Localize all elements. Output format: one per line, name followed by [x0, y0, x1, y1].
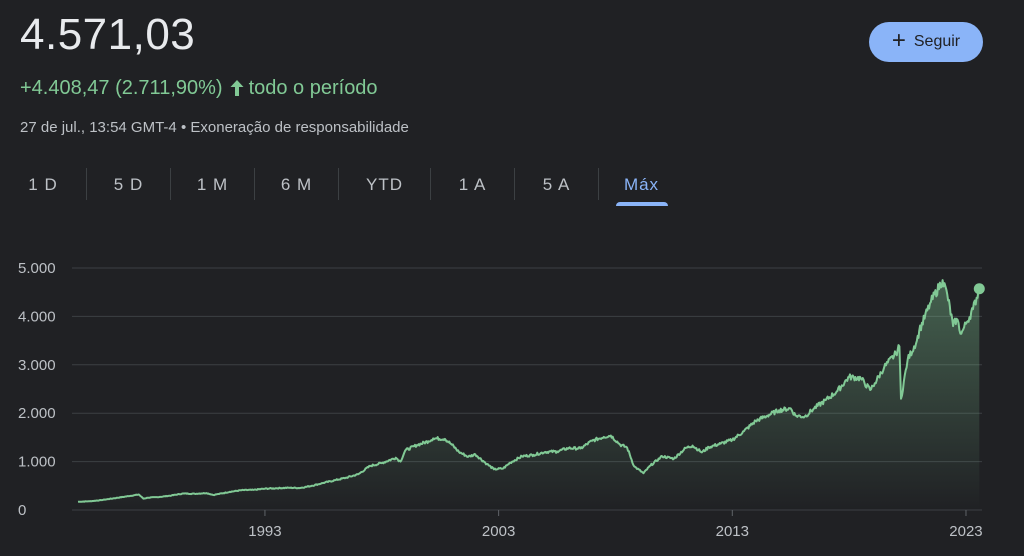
tab-5y[interactable]: 5 A — [515, 166, 598, 206]
tab-divider — [430, 168, 431, 200]
range-tabs: 1 D 5 D 1 M 6 M YTD 1 A 5 A Máx — [0, 166, 684, 206]
price-change: +4.408,47 (2.711,90%) todo o período — [20, 74, 378, 102]
y-tick-label: 5.000 — [18, 260, 56, 277]
tab-divider — [254, 168, 255, 200]
tab-label: 5 A — [542, 175, 571, 194]
tab-max[interactable]: Máx — [599, 166, 684, 206]
price-chart-svg: 0 1.000 2.000 3.000 4.000 5.000 1993 2003 2013 20… — [18, 260, 985, 540]
y-tick-label: 3.000 — [18, 357, 56, 374]
plus-icon: + — [891, 27, 906, 54]
tab-label: 1 M — [196, 175, 229, 194]
tab-6m[interactable]: 6 M — [255, 166, 338, 206]
price-area-fill — [78, 280, 980, 510]
change-period: todo o período — [248, 77, 378, 99]
tab-divider — [86, 168, 87, 200]
quote-timestamp: 27 de jul., 13:54 GMT-4 — [20, 119, 177, 136]
y-tick-label: 0 — [18, 502, 26, 519]
y-tick-label: 4.000 — [18, 308, 56, 325]
tab-ytd[interactable]: YTD — [339, 166, 430, 206]
tab-1y[interactable]: 1 A — [431, 166, 514, 206]
current-price: 4.571,03 — [20, 10, 196, 59]
x-tick-label: 2013 — [716, 523, 749, 540]
active-tab-indicator — [615, 202, 668, 206]
disclaimer-link[interactable]: Exoneração de responsabilidade — [190, 119, 409, 136]
last-price-marker — [973, 283, 985, 295]
tab-1d[interactable]: 1 D — [0, 166, 86, 206]
tab-divider — [514, 168, 515, 200]
tab-divider — [170, 168, 171, 200]
price-chart[interactable]: 0 1.000 2.000 3.000 4.000 5.000 1993 2003 2013 20… — [0, 240, 1024, 556]
change-value: +4.408,47 (2.711,90%) — [20, 77, 223, 99]
x-tick-label: 2003 — [482, 523, 515, 540]
y-tick-label: 2.000 — [18, 405, 56, 422]
tab-label: YTD — [366, 175, 403, 194]
tab-label: 6 M — [280, 175, 313, 194]
tab-label: 1 D — [28, 175, 58, 194]
tab-5d[interactable]: 5 D — [87, 166, 170, 206]
meta-separator: • — [180, 119, 187, 136]
tab-label: Máx — [623, 175, 660, 194]
tab-divider — [598, 168, 599, 200]
tab-divider — [338, 168, 339, 200]
tab-label: 1 A — [458, 175, 487, 194]
arrow-up-icon — [230, 80, 244, 96]
x-tick-label: 2023 — [949, 523, 982, 540]
tab-label: 5 D — [113, 175, 144, 194]
follow-button-label: Seguir — [913, 33, 961, 50]
price-line — [77, 279, 981, 503]
tab-1m[interactable]: 1 M — [171, 166, 254, 206]
y-tick-label: 1.000 — [18, 454, 56, 471]
follow-button[interactable]: + Seguir — [869, 22, 983, 62]
quote-meta: 27 de jul., 13:54 GMT-4 • Exoneração de … — [20, 118, 409, 138]
x-tick-label: 1993 — [248, 523, 281, 540]
